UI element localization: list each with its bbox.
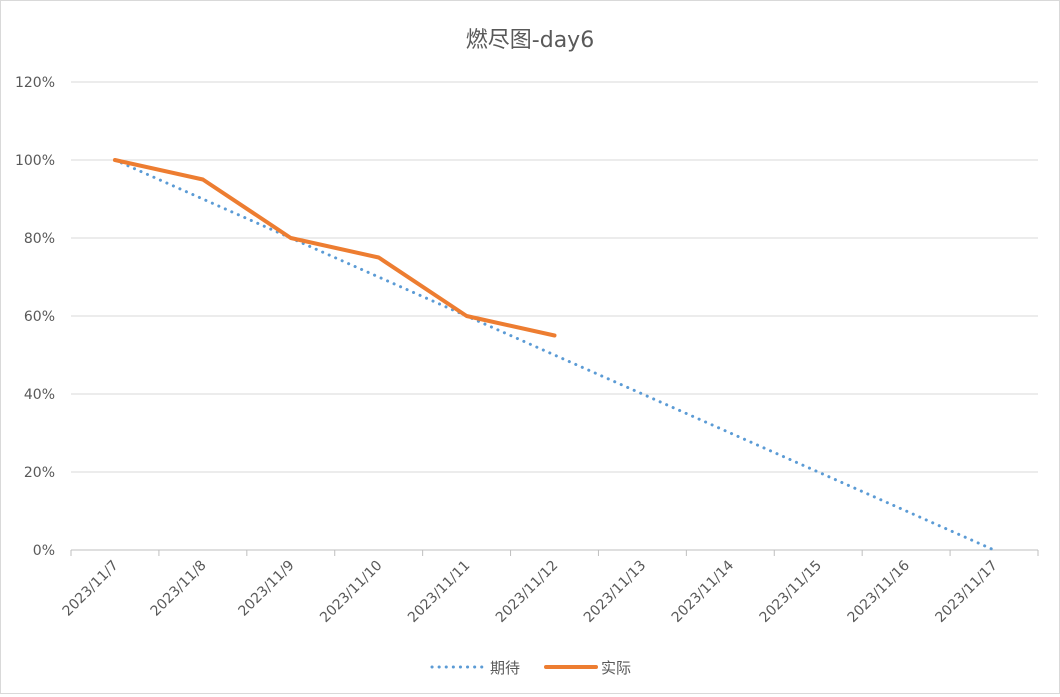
series-line-expected xyxy=(113,158,996,552)
y-tick-label: 40% xyxy=(24,387,55,403)
x-tick-label: 2023/11/15 xyxy=(757,558,825,626)
y-tick-label: 0% xyxy=(33,543,55,559)
x-tick-label: 2023/11/13 xyxy=(581,558,649,626)
x-axis: 2023/11/7 2023/11/8 2023/11/9 2023/11/10 202… xyxy=(60,549,1039,626)
y-tick-label: 100% xyxy=(15,153,55,169)
legend: 期待 实际 xyxy=(430,659,631,677)
y-tick-label: 60% xyxy=(24,309,55,325)
y-axis-ticks: 0% 20% 40% 60% 80% 100% 120% xyxy=(15,75,55,559)
y-tick-label: 120% xyxy=(15,75,55,91)
x-tick-label: 2023/11/8 xyxy=(148,558,210,620)
legend-label-actual: 实际 xyxy=(601,659,631,677)
x-tick-label: 2023/11/14 xyxy=(669,557,737,625)
y-tick-label: 80% xyxy=(24,231,55,247)
x-tick-label: 2023/11/17 xyxy=(932,558,1000,626)
y-tick-label: 20% xyxy=(24,465,55,481)
x-tick-label: 2023/11/12 xyxy=(493,558,561,626)
x-tick-label: 2023/11/16 xyxy=(845,557,913,625)
x-tick-label: 2023/11/9 xyxy=(236,558,298,620)
series-line-actual xyxy=(112,158,557,338)
x-tick-label: 2023/11/7 xyxy=(60,558,122,620)
x-tick-label: 2023/11/11 xyxy=(405,558,473,626)
gridlines xyxy=(71,81,1038,473)
x-tick-label: 2023/11/10 xyxy=(317,558,385,626)
series-lines xyxy=(112,158,996,552)
chart-title: 燃尽图-day6 xyxy=(466,28,594,53)
legend-label-expected: 期待 xyxy=(490,659,520,677)
